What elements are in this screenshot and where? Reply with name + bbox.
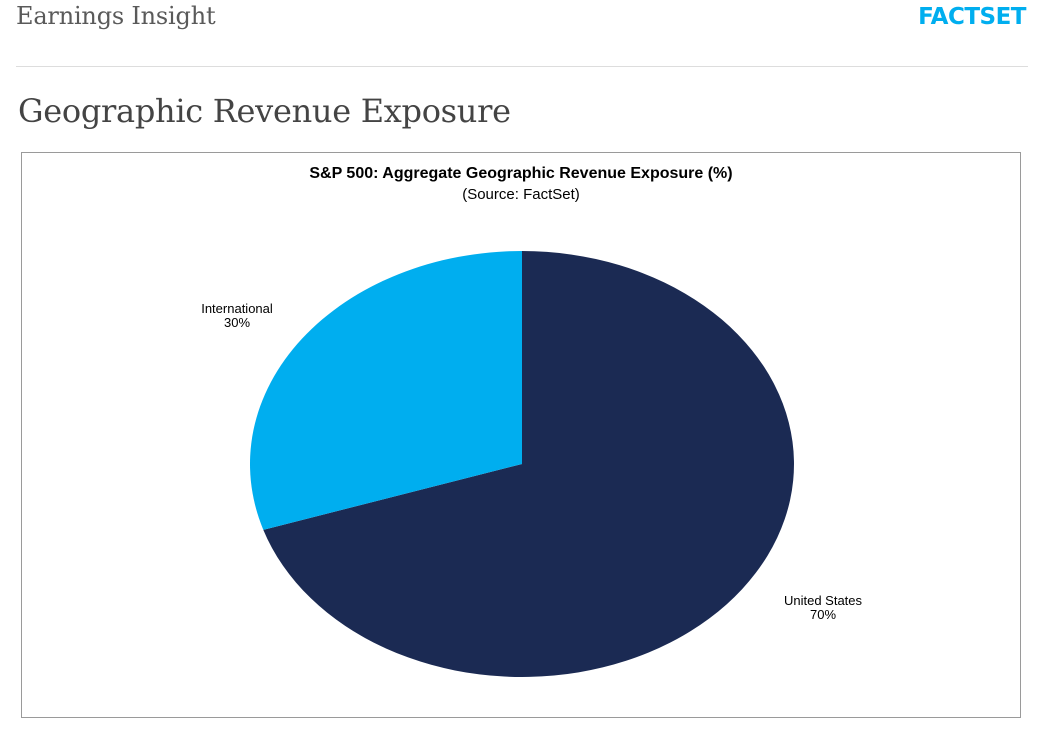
page-title: Geographic Revenue Exposure: [18, 92, 511, 130]
slice-label-international: International: [201, 301, 273, 316]
pie-slice-international: [249, 251, 522, 530]
slice-value-international: 30%: [224, 315, 250, 330]
site-title[interactable]: Earnings Insight: [16, 2, 216, 30]
slice-value-united-states: 70%: [810, 607, 836, 622]
chart-title: S&P 500: Aggregate Geographic Revenue Ex…: [309, 165, 733, 182]
header-divider: [16, 66, 1028, 67]
pie-chart: S&P 500: Aggregate Geographic Revenue Ex…: [21, 152, 1021, 718]
page-header: Earnings Insight FACTSET: [0, 0, 1048, 66]
factset-logo[interactable]: FACTSET: [918, 4, 1026, 30]
pie-slice-united-states: [263, 251, 794, 677]
chart-subtitle: (Source: FactSet): [462, 186, 580, 203]
slice-label-united-states: United States: [784, 593, 863, 608]
